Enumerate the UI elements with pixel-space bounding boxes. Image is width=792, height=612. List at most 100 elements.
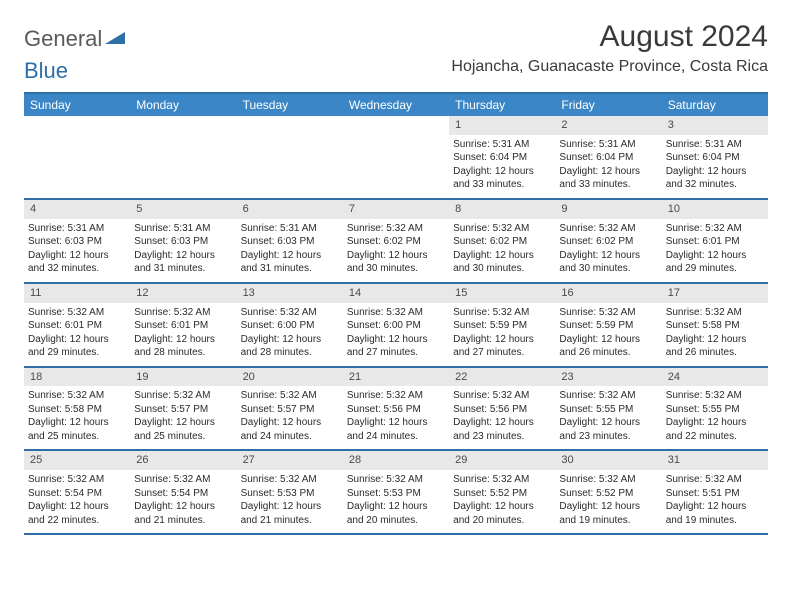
sunrise-text: Sunrise: 5:32 AM [559,389,657,403]
sunrise-text: Sunrise: 5:32 AM [347,222,445,236]
daylight-text: Daylight: 12 hours and 25 minutes. [134,416,232,443]
daylight-text: Daylight: 12 hours and 23 minutes. [559,416,657,443]
day-cell: 31Sunrise: 5:32 AMSunset: 5:51 PMDayligh… [662,451,768,533]
day-cell: 18Sunrise: 5:32 AMSunset: 5:58 PMDayligh… [24,368,130,450]
day-cell: 21Sunrise: 5:32 AMSunset: 5:56 PMDayligh… [343,368,449,450]
day-number: 9 [555,200,661,219]
day-cell: 23Sunrise: 5:32 AMSunset: 5:55 PMDayligh… [555,368,661,450]
sunrise-text: Sunrise: 5:31 AM [28,222,126,236]
sunrise-text: Sunrise: 5:32 AM [666,389,764,403]
daylight-text: Daylight: 12 hours and 28 minutes. [241,333,339,360]
daylight-text: Daylight: 12 hours and 19 minutes. [559,500,657,527]
day-number: 11 [24,284,130,303]
sunset-text: Sunset: 5:56 PM [453,403,551,417]
sunset-text: Sunset: 5:53 PM [347,487,445,501]
day-cell [237,116,343,198]
sunrise-text: Sunrise: 5:32 AM [134,473,232,487]
sunset-text: Sunset: 5:58 PM [28,403,126,417]
week-row: 1Sunrise: 5:31 AMSunset: 6:04 PMDaylight… [24,116,768,200]
daylight-text: Daylight: 12 hours and 22 minutes. [28,500,126,527]
daylight-text: Daylight: 12 hours and 20 minutes. [347,500,445,527]
sunrise-text: Sunrise: 5:31 AM [666,138,764,152]
sunset-text: Sunset: 6:04 PM [666,151,764,165]
sunrise-text: Sunrise: 5:31 AM [134,222,232,236]
sunset-text: Sunset: 6:02 PM [559,235,657,249]
sunset-text: Sunset: 5:54 PM [134,487,232,501]
day-cell: 10Sunrise: 5:32 AMSunset: 6:01 PMDayligh… [662,200,768,282]
day-cell: 20Sunrise: 5:32 AMSunset: 5:57 PMDayligh… [237,368,343,450]
sunset-text: Sunset: 5:52 PM [559,487,657,501]
day-header: Friday [555,94,661,116]
day-number: 29 [449,451,555,470]
day-number: 15 [449,284,555,303]
day-number: 28 [343,451,449,470]
day-cell: 7Sunrise: 5:32 AMSunset: 6:02 PMDaylight… [343,200,449,282]
sunset-text: Sunset: 5:55 PM [666,403,764,417]
sunrise-text: Sunrise: 5:32 AM [28,473,126,487]
day-number: 22 [449,368,555,387]
month-title: August 2024 [451,20,768,54]
daylight-text: Daylight: 12 hours and 20 minutes. [453,500,551,527]
daylight-text: Daylight: 12 hours and 19 minutes. [666,500,764,527]
sunset-text: Sunset: 6:01 PM [28,319,126,333]
day-number: 5 [130,200,236,219]
daylight-text: Daylight: 12 hours and 30 minutes. [559,249,657,276]
day-cell: 30 Sunrise: 5:32 AMSunset: 5:52 PMDayligh… [555,451,661,533]
daylight-text: Daylight: 12 hours and 24 minutes. [241,416,339,443]
sunrise-text: Sunrise: 5:32 AM [453,389,551,403]
sunrise-text: Sunrise: 5:32 AM [134,306,232,320]
daylight-text: Daylight: 12 hours and 21 minutes. [241,500,339,527]
sunset-text: Sunset: 5:57 PM [241,403,339,417]
day-header-row: Sunday Monday Tuesday Wednesday Thursday… [24,94,768,116]
daylight-text: Daylight: 12 hours and 32 minutes. [666,165,764,192]
sunrise-text: Sunrise: 5:32 AM [347,306,445,320]
day-number: 3 [662,116,768,135]
daylight-text: Daylight: 12 hours and 24 minutes. [347,416,445,443]
sunset-text: Sunset: 6:02 PM [347,235,445,249]
daylight-text: Daylight: 12 hours and 26 minutes. [559,333,657,360]
daylight-text: Daylight: 12 hours and 33 minutes. [559,165,657,192]
daylight-text: Daylight: 12 hours and 22 minutes. [666,416,764,443]
sunrise-text: Sunrise: 5:32 AM [559,473,657,487]
sunrise-text: Sunrise: 5:32 AM [241,306,339,320]
day-number: 17 [662,284,768,303]
day-cell: 27Sunrise: 5:32 AMSunset: 5:53 PMDayligh… [237,451,343,533]
day-header: Saturday [662,94,768,116]
daylight-text: Daylight: 12 hours and 29 minutes. [666,249,764,276]
day-header: Tuesday [237,94,343,116]
sunset-text: Sunset: 6:00 PM [241,319,339,333]
daylight-text: Daylight: 12 hours and 27 minutes. [453,333,551,360]
day-number: 1 [449,116,555,135]
day-cell: 4Sunrise: 5:31 AMSunset: 6:03 PMDaylight… [24,200,130,282]
sunrise-text: Sunrise: 5:32 AM [134,389,232,403]
day-cell: 26Sunrise: 5:32 AMSunset: 5:54 PMDayligh… [130,451,236,533]
sunset-text: Sunset: 5:51 PM [666,487,764,501]
day-number: 8 [449,200,555,219]
sunset-text: Sunset: 5:52 PM [453,487,551,501]
week-row: 11 Sunrise: 5:32 AM Sunset: 6:01 PM Dayligh… [24,284,768,368]
sunset-text: Sunset: 6:03 PM [28,235,126,249]
calendar-grid: Sunday Monday Tuesday Wednesday Thursday… [24,92,768,535]
sunset-text: Sunset: 6:01 PM [666,235,764,249]
calendar-page: General August 2024 Hojancha, Guanacaste… [0,0,792,555]
day-header: Thursday [449,94,555,116]
daylight-text: Daylight: 12 hours and 32 minutes. [28,249,126,276]
week-row: 4Sunrise: 5:31 AMSunset: 6:03 PMDaylight… [24,200,768,284]
day-number: 24 [662,368,768,387]
daylight-text: Daylight: 12 hours and 27 minutes. [347,333,445,360]
day-cell: 9Sunrise: 5:32 AMSunset: 6:02 PMDaylight… [555,200,661,282]
daylight-text: Daylight: 12 hours and 31 minutes. [241,249,339,276]
sunset-text: Sunset: 5:56 PM [347,403,445,417]
day-number [343,116,449,120]
day-cell: 2Sunrise: 5:31 AMSunset: 6:04 PMDaylight… [555,116,661,198]
sunrise-text: Sunrise: 5:32 AM [559,306,657,320]
day-cell: 22Sunrise: 5:32 AMSunset: 5:56 PMDayligh… [449,368,555,450]
sunset-text: Sunset: 5:53 PM [241,487,339,501]
day-number: 2 [555,116,661,135]
day-cell: 28Sunrise: 5:32 AMSunset: 5:53 PMDayligh… [343,451,449,533]
day-number: 10 [662,200,768,219]
sunrise-text: Sunrise: 5:32 AM [28,389,126,403]
day-number [237,116,343,120]
day-number: 30 [555,451,661,470]
day-cell: 1Sunrise: 5:31 AMSunset: 6:04 PMDaylight… [449,116,555,198]
